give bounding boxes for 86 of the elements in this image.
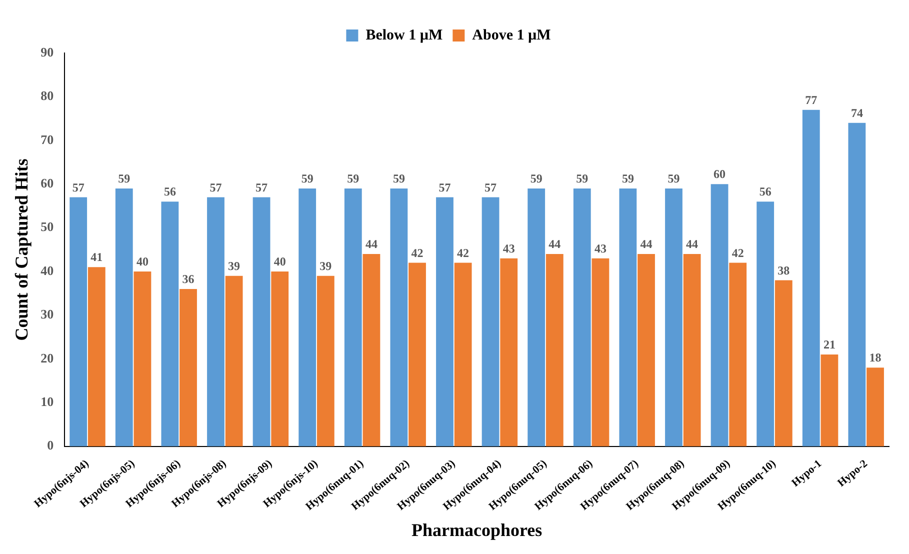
bar [546, 254, 564, 446]
bar [271, 272, 289, 446]
bar [454, 262, 472, 446]
bar [774, 280, 792, 446]
bar [180, 288, 197, 446]
data-label: 43 [594, 241, 606, 256]
bar [866, 368, 884, 446]
data-label: 57 [438, 180, 451, 194]
legend-label: Above 1 µM [472, 27, 551, 44]
data-label: 59 [301, 172, 314, 186]
legend-label: Below 1 µM [366, 27, 443, 44]
y-tick-label: 20 [40, 350, 54, 366]
bar [436, 197, 454, 446]
y-tick-label: 10 [40, 394, 54, 409]
data-label: 44 [686, 237, 698, 252]
bar [665, 188, 682, 446]
x-axis-title: Pharmacophores [411, 520, 542, 540]
bar [344, 188, 362, 446]
data-label: 42 [457, 246, 470, 260]
bar [710, 184, 728, 446]
bar [316, 276, 334, 446]
bar [683, 254, 701, 446]
data-label: 38 [778, 263, 790, 278]
y-tick-label: 70 [40, 132, 54, 147]
y-tick-label: 60 [40, 175, 54, 190]
bar [252, 197, 270, 446]
data-label: 56 [164, 184, 176, 199]
bar [573, 188, 591, 446]
y-axis-title: Count of Captured Hits [11, 158, 32, 341]
bar [298, 188, 316, 446]
bar [820, 354, 838, 446]
y-tick-label: 80 [40, 88, 54, 104]
bar [207, 197, 224, 446]
data-label: 44 [640, 237, 652, 252]
bar [592, 258, 610, 446]
data-label: 59 [392, 172, 405, 186]
data-label: 40 [274, 254, 286, 269]
bar [619, 188, 637, 446]
y-tick-label: 50 [40, 219, 54, 234]
bar [482, 197, 500, 446]
data-label: 44 [365, 237, 378, 252]
data-label: 18 [869, 350, 882, 365]
bar [70, 197, 88, 446]
data-label: 39 [320, 258, 332, 273]
data-label: 59 [118, 172, 130, 186]
data-label: 59 [347, 172, 360, 186]
bar [88, 267, 106, 446]
bar [362, 254, 380, 446]
bar [161, 202, 179, 446]
data-label: 40 [136, 254, 148, 269]
data-label: 39 [228, 258, 240, 273]
data-label: 57 [72, 180, 84, 194]
bar [225, 276, 243, 446]
bar [115, 188, 133, 446]
data-label: 21 [823, 338, 836, 352]
bar [756, 202, 774, 446]
data-label: 42 [411, 246, 424, 260]
y-tick-label: 30 [40, 306, 54, 322]
bar [528, 188, 546, 446]
bar [848, 122, 866, 446]
data-label: 59 [576, 172, 588, 186]
bar [802, 110, 820, 446]
data-label: 56 [759, 184, 772, 199]
data-label: 77 [805, 92, 818, 107]
data-label: 59 [622, 172, 634, 186]
data-label: 74 [850, 106, 863, 120]
data-label: 43 [502, 241, 515, 256]
bar [134, 272, 152, 446]
bar [729, 262, 747, 446]
data-label: 42 [732, 246, 744, 260]
bar [638, 254, 655, 446]
data-label: 57 [210, 180, 222, 194]
data-label: 36 [182, 272, 194, 286]
data-label: 57 [484, 180, 497, 194]
data-label: 60 [714, 167, 726, 182]
bar [390, 188, 408, 446]
y-tick-label: 90 [40, 44, 54, 60]
bar [408, 262, 426, 446]
y-tick-label: 0 [47, 438, 54, 453]
bar [500, 258, 518, 446]
data-label: 44 [548, 237, 561, 252]
data-label: 41 [90, 250, 103, 264]
y-tick-label: 40 [40, 262, 54, 278]
data-label: 59 [668, 172, 680, 186]
data-label: 59 [530, 172, 542, 186]
data-label: 57 [256, 180, 268, 194]
